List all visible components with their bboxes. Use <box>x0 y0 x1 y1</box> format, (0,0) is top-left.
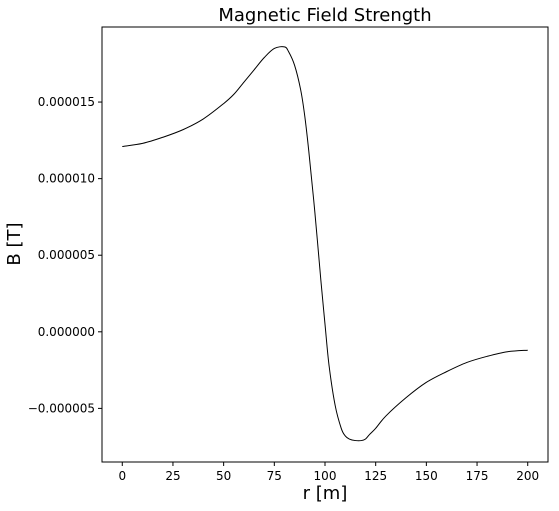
y-axis-ticks: −0.000005 0.000000 0.000005 0.000010 0.00001… <box>28 95 102 415</box>
x-tick-label: 125 <box>364 469 387 483</box>
x-tick-label: 150 <box>415 469 438 483</box>
x-tick-label: 50 <box>216 469 231 483</box>
x-tick-label: 25 <box>165 469 180 483</box>
y-tick-label: 0.000010 <box>38 172 95 186</box>
y-tick-label: 0.000015 <box>38 95 95 109</box>
x-tick-label: 200 <box>516 469 539 483</box>
y-tick-label: 0.000000 <box>38 325 95 339</box>
x-tick-label: 75 <box>267 469 282 483</box>
series-line <box>122 46 528 442</box>
x-axis-label: r [m] <box>303 483 348 504</box>
x-tick-label: 175 <box>466 469 489 483</box>
x-axis-ticks: 0 25 50 75 100 125 150 175 200 <box>118 462 539 483</box>
y-tick-label: 0.000005 <box>38 248 95 262</box>
chart-title: Magnetic Field Strength <box>218 5 431 26</box>
x-tick-label: 0 <box>118 469 126 483</box>
y-tick-label: −0.000005 <box>28 401 95 415</box>
x-tick-label: 100 <box>314 469 337 483</box>
y-axis-label: B [T] <box>4 222 25 265</box>
